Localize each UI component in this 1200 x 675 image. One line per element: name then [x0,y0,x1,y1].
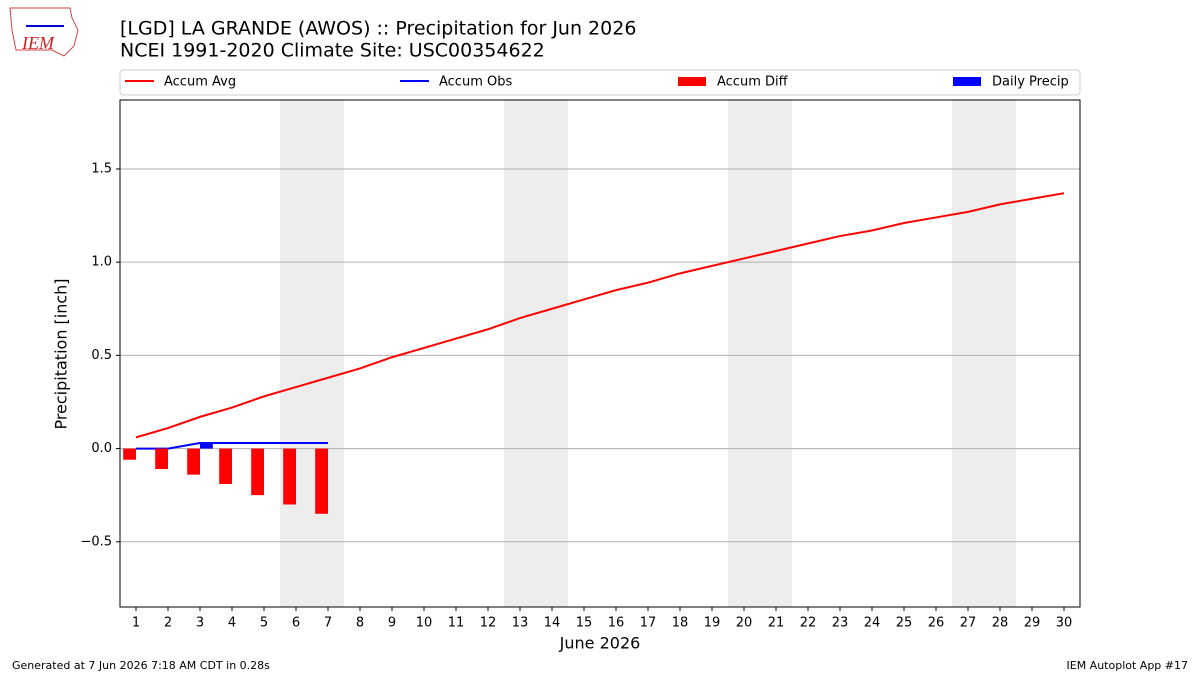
logo-text: IEM [21,33,55,53]
x-tick-label: 7 [324,616,332,631]
bar [251,448,264,496]
x-tick-label: 17 [640,616,657,631]
x-tick-label: 9 [388,616,396,631]
x-tick-label: 27 [960,616,977,631]
y-tick-label: 0.0 [91,441,112,456]
footer-right: IEM Autoplot App #17 [1067,659,1189,672]
x-tick-label: 2 [164,616,172,631]
weekend-shade [280,100,344,607]
plot-frame [119,99,1081,608]
x-tick-label: 16 [608,616,625,631]
logo: IEM [9,7,79,57]
x-tick-label: 28 [992,616,1009,631]
x-tick-label: 15 [576,616,593,631]
bar [123,448,136,460]
x-tick-label: 20 [736,616,753,631]
x-tick-label: 1 [132,616,140,631]
x-tick-label: 21 [768,616,785,631]
x-tick-label: 6 [292,616,300,631]
x-tick-label: 22 [800,616,817,631]
y-tick-label: 1.5 [91,161,112,176]
y-tick-label: 0.5 [91,348,112,363]
chart-title: [LGD] LA GRANDE (AWOS) :: Precipitation … [120,18,636,40]
y-tick-label: −0.5 [80,534,112,549]
x-tick-label: 8 [356,616,364,631]
x-axis-label: June 2026 [559,634,641,653]
bar [187,448,200,475]
y-tick-label: 1.0 [91,255,112,270]
chart-subtitle: NCEI 1991-2020 Climate Site: USC00354622 [120,40,545,62]
legend-label: Accum Obs [439,75,512,90]
legend-label: Daily Precip [992,75,1069,90]
legend-box [119,69,1081,96]
x-tick-label: 10 [416,616,433,631]
x-tick-label: 4 [228,616,236,631]
x-tick-label: 5 [260,616,268,631]
series-line [135,192,1065,439]
x-tick-label: 11 [448,616,465,631]
x-tick-label: 24 [864,616,881,631]
x-tick-label: 23 [832,616,849,631]
plot-area [120,100,1080,607]
weekend-shade [504,100,568,607]
bar [315,448,328,514]
logo-outline [9,7,79,57]
x-tick-label: 18 [672,616,689,631]
x-tick-label: 13 [512,616,529,631]
legend-label: Accum Diff [717,75,789,90]
y-axis-label: Precipitation [inch] [52,278,71,429]
legend-swatch [953,77,981,86]
x-tick-label: 25 [896,616,913,631]
bar [283,448,296,505]
bar [155,448,168,470]
x-tick-label: 12 [480,616,497,631]
legend-swatch [678,77,706,86]
x-tick-label: 26 [928,616,945,631]
x-tick-label: 30 [1056,616,1073,631]
bar [200,442,213,449]
x-tick-label: 19 [704,616,721,631]
x-tick-label: 14 [544,616,561,631]
bar [219,448,232,484]
weekend-shade [952,100,1016,607]
weekend-shade [728,100,792,607]
x-tick-label: 29 [1024,616,1041,631]
footer-left: Generated at 7 Jun 2026 7:18 AM CDT in 0… [12,659,270,672]
x-tick-label: 3 [196,616,204,631]
legend-label: Accum Avg [164,75,236,90]
